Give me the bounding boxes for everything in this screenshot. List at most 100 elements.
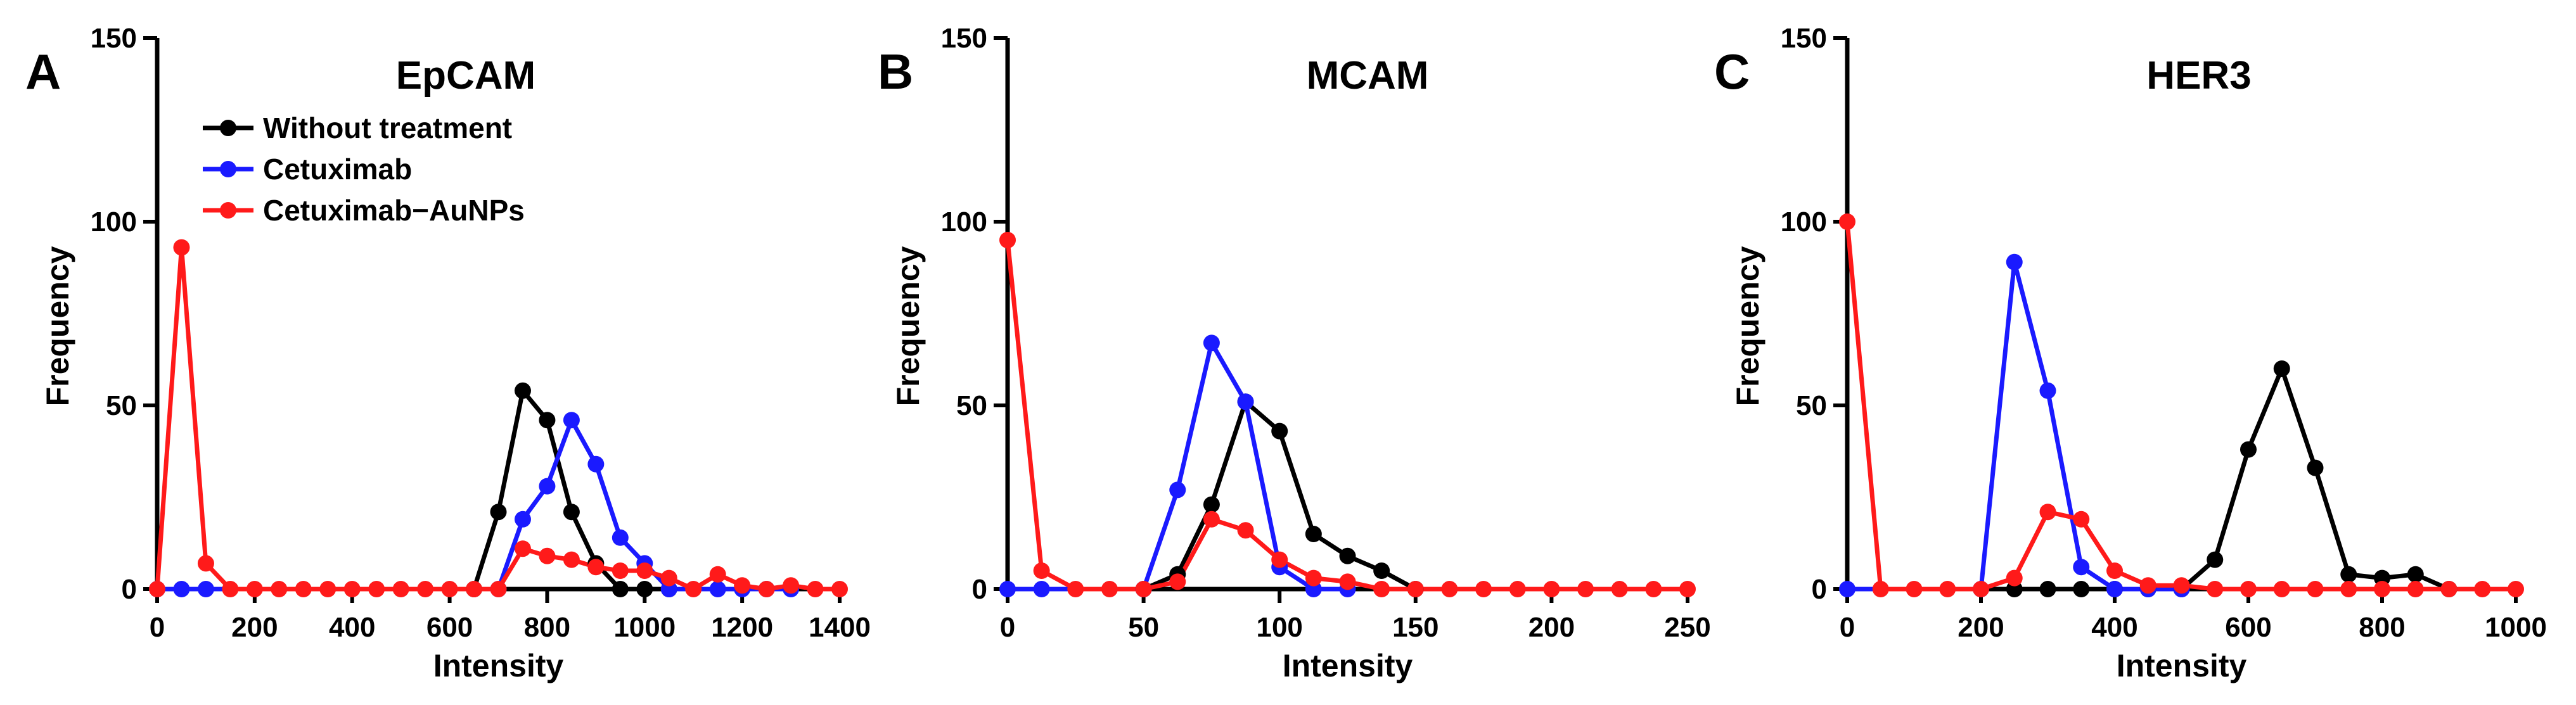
panel-a-x-tick-label: 1400 bbox=[809, 612, 871, 643]
panel-b-series-cetuximab-aunps-point bbox=[1645, 581, 1662, 597]
panel-a-series-cetuximab-aunps-point bbox=[295, 581, 312, 597]
legend-cetuximab-aunps-marker bbox=[220, 202, 236, 219]
panel-b-y-tick-label: 50 bbox=[956, 390, 987, 421]
panel-c-series-cetuximab-aunps-point bbox=[1906, 581, 1923, 597]
panel-a-series-without-treatment-point bbox=[563, 504, 580, 521]
panel-c-x-tick-label: 1000 bbox=[2485, 612, 2547, 643]
panel-a-series-cetuximab-point bbox=[173, 581, 190, 597]
panel-c-series-cetuximab-aunps-point bbox=[2374, 581, 2390, 597]
panel-b-series-cetuximab-aunps-point bbox=[1033, 562, 1050, 579]
panel-b-series-cetuximab-aunps-point bbox=[1101, 581, 1118, 597]
panel-b-series-without-treatment-point bbox=[1305, 526, 1322, 542]
panel-b-y-tick-label: 100 bbox=[941, 206, 987, 238]
panel-c-series-cetuximab-aunps-point bbox=[1839, 213, 1855, 230]
panel-a-series-without-treatment-point bbox=[636, 581, 653, 597]
panel-b-x-tick-label: 0 bbox=[1000, 612, 1015, 643]
panel-c-letter: C bbox=[1714, 44, 1750, 99]
panel-c-series-without-treatment-point bbox=[2407, 566, 2424, 583]
panel-c-y-tick-label: 150 bbox=[1781, 23, 1827, 54]
panel-a-series-cetuximab-point bbox=[709, 581, 726, 597]
panel-b-series-cetuximab-aunps-point bbox=[1169, 573, 1186, 590]
panel-a-series-cetuximab-point bbox=[563, 412, 580, 429]
panel-a-series-cetuximab-aunps-point bbox=[490, 581, 507, 597]
panel-c-series-cetuximab-aunps-point bbox=[2340, 581, 2357, 597]
panel-c-series-cetuximab-point bbox=[1839, 581, 1855, 597]
panel-c-series-without-treatment-point bbox=[2207, 551, 2224, 568]
panel-a-series-cetuximab-aunps-point bbox=[246, 581, 263, 597]
panel-c-x-axis-label: Intensity bbox=[2117, 648, 2247, 683]
panel-b-series-cetuximab-aunps-point bbox=[1543, 581, 1560, 597]
legend-cetuximab-marker bbox=[220, 161, 236, 177]
panel-a-series-cetuximab-point bbox=[514, 511, 531, 528]
panel-c-series-cetuximab-aunps-point bbox=[2073, 511, 2090, 528]
panel-a-series-cetuximab-aunps-point bbox=[685, 581, 702, 597]
panel-a-y-tick-label: 50 bbox=[106, 390, 137, 421]
panel-c-series-without-treatment-point bbox=[2039, 581, 2056, 597]
panel-a-x-tick-label: 600 bbox=[426, 612, 473, 643]
panel-a-series-cetuximab-aunps-point bbox=[222, 581, 239, 597]
panel-c-x-tick-label: 200 bbox=[1958, 612, 2004, 643]
panel-b-series-cetuximab-aunps-point bbox=[1373, 581, 1390, 597]
panel-c-x-tick-label: 400 bbox=[2091, 612, 2137, 643]
panel-b-series-without-treatment-point bbox=[1373, 562, 1390, 579]
panel-c-series-cetuximab-aunps-line bbox=[1845, 221, 2516, 592]
panel-c-series-cetuximab-aunps-point bbox=[2139, 577, 2156, 594]
panel-b-y-tick-label: 0 bbox=[972, 574, 987, 605]
panel-a-series-cetuximab-aunps-point bbox=[734, 577, 751, 594]
panel-b-series-cetuximab-point bbox=[1237, 393, 1254, 410]
panel-a-series-cetuximab-aunps-point bbox=[660, 569, 677, 587]
legend-without-treatment-label: Without treatment bbox=[263, 111, 512, 144]
panel-a-series-cetuximab-aunps-point bbox=[271, 581, 288, 597]
panel-a-letter: A bbox=[25, 44, 61, 99]
panel-c-series-cetuximab-aunps-point bbox=[2106, 562, 2123, 579]
panel-a-x-axis-label: Intensity bbox=[433, 648, 564, 683]
panel-c-series-cetuximab-aunps-point bbox=[2508, 581, 2524, 597]
panel-a-series-cetuximab-aunps-point bbox=[807, 581, 824, 597]
panel-c-series-cetuximab-point bbox=[2006, 253, 2023, 270]
panel-a-x-tick-label: 200 bbox=[231, 612, 278, 643]
panel-b-series-cetuximab-point bbox=[1203, 334, 1220, 352]
panel-a-x-tick-label: 0 bbox=[150, 612, 165, 643]
panel-a-series-cetuximab-aunps-point bbox=[831, 581, 848, 597]
panel-b-series-cetuximab-aunps-point bbox=[1271, 551, 1288, 568]
panel-c-y-tick-label: 50 bbox=[1796, 390, 1827, 421]
panel-b-series-cetuximab-aunps-point bbox=[1509, 581, 1526, 597]
panel-a-series-cetuximab-aunps-point bbox=[197, 555, 214, 572]
panel-b-y-axis-label: Frequency bbox=[890, 246, 926, 406]
panel-b-series-cetuximab-aunps-point bbox=[1203, 511, 1220, 528]
panel-c-series-cetuximab-aunps-point bbox=[2273, 581, 2290, 597]
panel-c-series-cetuximab-point bbox=[2073, 559, 2090, 576]
panel-b-x-tick-label: 250 bbox=[1664, 612, 1710, 643]
panel-c-y-tick-label: 100 bbox=[1781, 206, 1827, 238]
legend-without-treatment-marker bbox=[220, 120, 236, 136]
panel-b-series-without-treatment-point bbox=[1203, 496, 1220, 513]
panel-a-series-cetuximab-aunps-point bbox=[758, 581, 775, 597]
legend-cetuximab-label: Cetuximab bbox=[263, 153, 412, 186]
panel-a-series-cetuximab-aunps-point bbox=[709, 566, 726, 583]
panel-c-series-cetuximab-point bbox=[2106, 581, 2123, 597]
panel-a-series-without-treatment-point bbox=[539, 412, 556, 429]
panel-b-series-cetuximab-point bbox=[1169, 481, 1186, 499]
panel-b-series-cetuximab-point bbox=[1033, 581, 1050, 597]
panel-c-series-without-treatment-point bbox=[2340, 566, 2357, 583]
panel-a-series-cetuximab-aunps-line bbox=[155, 245, 840, 592]
panel-a-series-cetuximab-aunps-point bbox=[783, 577, 800, 594]
panel-a-series-cetuximab-aunps-point bbox=[612, 562, 629, 579]
panel-a-series-cetuximab-line bbox=[157, 417, 791, 592]
panel-b-series-cetuximab-aunps-point bbox=[1135, 581, 1152, 597]
panel-c-series-cetuximab-line bbox=[1847, 260, 2182, 592]
panel-a-series-without-treatment-point bbox=[612, 581, 629, 597]
panel-a-x-tick-label: 1000 bbox=[613, 612, 676, 643]
panel-c-series-cetuximab-aunps-point bbox=[2307, 581, 2324, 597]
panel-b-series-cetuximab-aunps-point bbox=[1339, 573, 1356, 590]
panel-c-series-cetuximab-aunps-point bbox=[2006, 569, 2023, 587]
panel-b-series-cetuximab-aunps-point bbox=[999, 232, 1016, 248]
panel-b-y-tick-label: 150 bbox=[941, 23, 987, 54]
panel-c-series-cetuximab-aunps-point bbox=[2474, 581, 2491, 597]
panel-a-series-cetuximab-aunps-point bbox=[392, 581, 409, 597]
panel-b-series-cetuximab-point bbox=[999, 581, 1016, 597]
panel-b-series-without-treatment-point bbox=[1339, 547, 1356, 564]
panel-b-series-cetuximab-aunps-point bbox=[1305, 569, 1322, 587]
panel-a-series-cetuximab-aunps-point bbox=[319, 581, 336, 597]
panel-a-series-cetuximab-aunps-point bbox=[466, 581, 483, 597]
